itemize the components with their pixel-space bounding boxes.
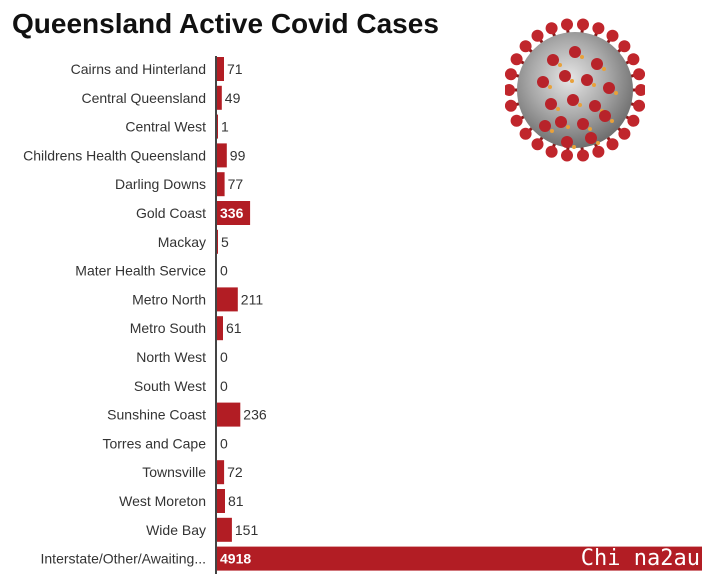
value-label: 81 — [228, 493, 244, 509]
category-label: Mater Health Service — [75, 263, 206, 279]
value-label: 71 — [227, 61, 243, 77]
category-label: Townsville — [142, 464, 206, 480]
value-label: 1 — [221, 119, 229, 135]
bar — [217, 85, 222, 110]
bar — [217, 489, 225, 513]
value-label: 4918 — [220, 551, 251, 567]
category-label: Metro North — [132, 291, 206, 307]
value-label: 61 — [226, 320, 242, 336]
bar — [217, 229, 218, 254]
value-label: 99 — [230, 147, 246, 163]
category-label: Torres and Cape — [102, 435, 206, 451]
bars-layer — [217, 57, 702, 571]
category-label: Interstate/Other/Awaiting... — [41, 551, 207, 567]
value-label: 211 — [241, 291, 264, 307]
category-label: South West — [134, 378, 206, 394]
bar — [217, 287, 238, 312]
value-label: 0 — [220, 349, 228, 365]
category-label: North West — [136, 349, 206, 365]
bar — [217, 316, 223, 341]
value-labels: 71 49 199 77 336 5 0 211 61 0 0 236 0 72 81 151 4918 — [220, 61, 267, 567]
value-label: 236 — [243, 407, 267, 423]
chart-title: Queensland Active Covid Cases — [12, 8, 439, 39]
bar — [217, 114, 218, 139]
category-label: Central Queensland — [81, 90, 206, 106]
bar — [217, 172, 225, 197]
bar — [217, 57, 224, 81]
category-label: Metro South — [130, 320, 206, 336]
category-label: Darling Downs — [115, 176, 206, 192]
bar — [217, 460, 225, 485]
category-label: Mackay — [158, 234, 206, 250]
bar — [217, 517, 232, 542]
coronavirus-image — [505, 18, 645, 162]
watermark: Chi na2au — [580, 546, 700, 571]
category-label: Wide Bay — [146, 522, 206, 538]
bar — [217, 402, 241, 427]
value-label: 77 — [228, 176, 244, 192]
bar — [217, 201, 251, 225]
value-label: 0 — [220, 378, 228, 394]
category-label: West Moreton — [119, 493, 206, 509]
category-label: Childrens Health Queensland — [23, 147, 206, 163]
value-label: 0 — [220, 263, 228, 279]
bar — [217, 143, 227, 168]
value-label: 336 — [220, 205, 244, 221]
category-label: Sunshine Coast — [107, 407, 206, 423]
value-label: 5 — [221, 234, 229, 250]
value-label: 151 — [235, 522, 259, 538]
category-label: Gold Coast — [136, 205, 206, 221]
value-label: 72 — [227, 464, 243, 480]
bar — [217, 546, 702, 571]
category-labels: Cairns and Hinterland Central Queensland C… — [23, 61, 206, 567]
category-label: Central West — [125, 119, 206, 135]
value-label: 0 — [220, 435, 228, 451]
value-label: 49 — [225, 90, 241, 106]
category-label: Cairns and Hinterland — [71, 61, 206, 77]
